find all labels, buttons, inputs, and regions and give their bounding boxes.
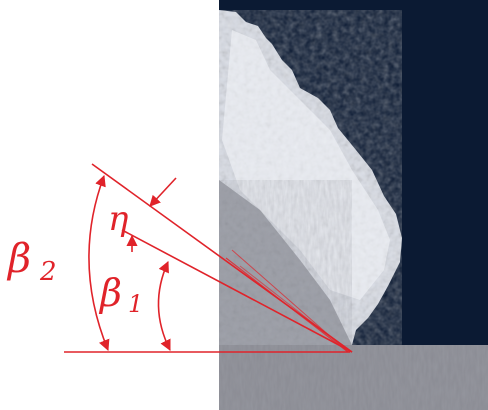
beta1-label: β <box>98 271 122 315</box>
beta1-arc <box>157 260 171 352</box>
middle-ray-line <box>121 229 353 353</box>
eta-label: η <box>108 199 129 239</box>
upper-ray-line <box>91 163 353 353</box>
photo-panel <box>219 0 488 410</box>
beta1-subscript: 1 <box>128 290 143 318</box>
angle-annotation <box>64 163 353 353</box>
angle-labels: η β 2 β 1 <box>6 199 143 318</box>
beta2-subscript: 2 <box>39 257 57 287</box>
beta2-label: β <box>6 236 31 282</box>
beta2-arc <box>88 174 110 352</box>
eta-arc-top <box>149 177 177 207</box>
